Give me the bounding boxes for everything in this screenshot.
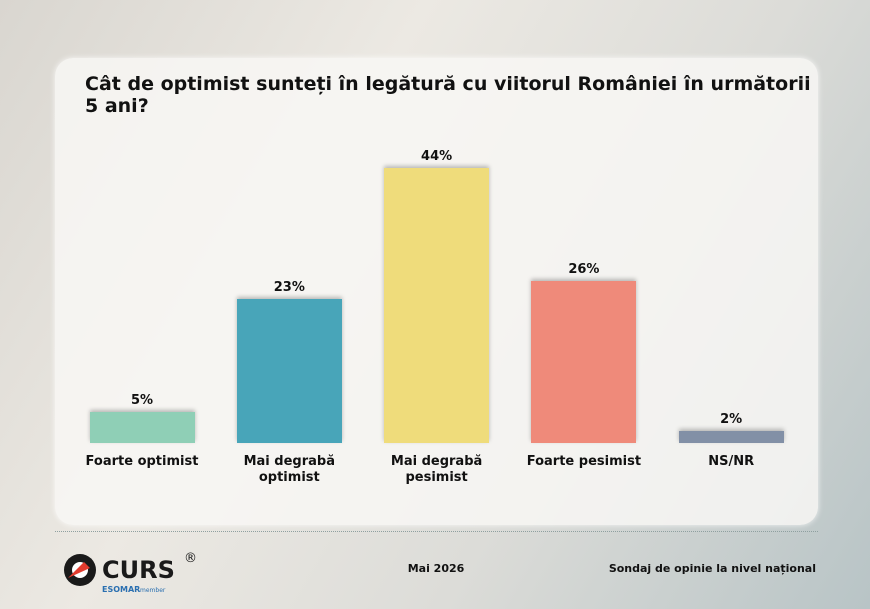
logo-text: CURS (102, 556, 175, 584)
divider (55, 531, 818, 532)
logo: CURS ® ESOMAR member (64, 551, 197, 594)
bar (384, 168, 490, 443)
x-tick-label: NS/NR (708, 454, 755, 469)
bar (89, 411, 195, 443)
x-tick-label: Mai degrabă optimist (243, 454, 335, 485)
member: member (140, 587, 166, 594)
esomar: ESOMAR (102, 585, 140, 594)
x-tick-label: Foarte optimist (85, 454, 199, 469)
footer-date: Mai 2026 (407, 562, 465, 575)
registered: ® (184, 551, 197, 566)
x-tick-label: Mai degrabă pesimist (390, 454, 483, 485)
bar (236, 299, 342, 443)
value-label: 23% (273, 280, 305, 296)
footer-note: Sondaj de opinie la nivel național (608, 562, 816, 575)
value-label: 2% (720, 411, 743, 427)
x-tick-label: Foarte pesimist (526, 454, 642, 469)
value-label: 44% (421, 149, 453, 164)
bar (531, 280, 637, 443)
value-label: 5% (130, 392, 154, 408)
logo-icon (68, 562, 90, 578)
bar (678, 430, 784, 443)
value-label: 26% (568, 261, 600, 277)
chart-title: Cât de optimist sunteți în legătură cu v… (85, 73, 811, 117)
